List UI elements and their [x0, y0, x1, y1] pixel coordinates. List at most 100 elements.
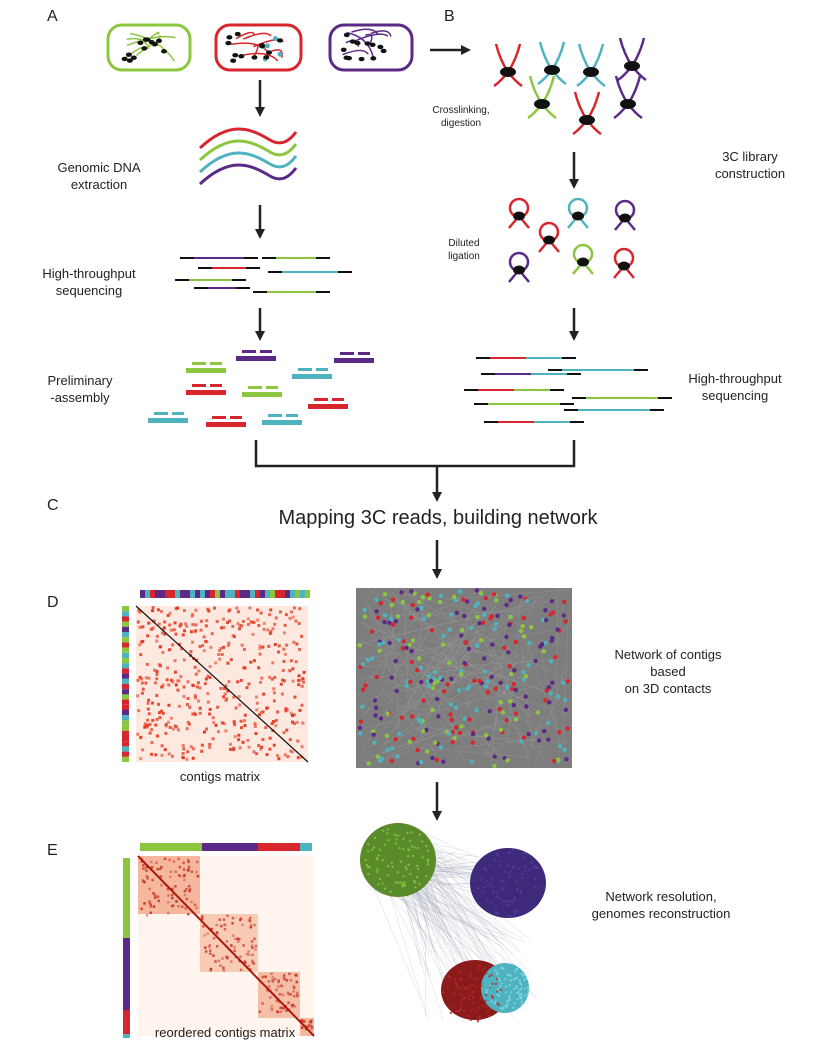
matrix-cell [291, 1003, 295, 1007]
cluster-node [366, 843, 370, 846]
matrix-cell [247, 950, 250, 953]
network-node [546, 685, 551, 690]
matrix-cell [191, 712, 195, 716]
matrix-cell [181, 743, 185, 747]
cluster-node [465, 987, 468, 991]
reordered-top-bar-purple [202, 843, 258, 851]
matrix-cell [147, 621, 151, 625]
network-node [358, 731, 363, 736]
network-node [561, 613, 566, 618]
cluster-node [503, 870, 507, 873]
matrix-cell [152, 905, 156, 908]
color-segment [122, 621, 129, 627]
assembly-bar [262, 420, 302, 425]
network-node [513, 711, 519, 716]
network-node [382, 613, 388, 618]
color-segment [122, 632, 129, 638]
matrix-cell [252, 620, 256, 624]
matrix-cell [187, 912, 190, 916]
crosslink-fragment [576, 43, 606, 88]
panel-label-a: A [47, 8, 58, 25]
assembly-piece [358, 352, 370, 355]
network-node [466, 646, 472, 652]
cluster-node [499, 1007, 503, 1010]
matrix-cell [241, 740, 245, 744]
network-node [420, 728, 426, 734]
matrix-cell [155, 669, 159, 673]
matrix-cell [296, 993, 299, 997]
cluster-node [495, 895, 498, 899]
cell-dna-dot [369, 42, 376, 48]
matrix-cell [253, 923, 256, 927]
network-node [524, 598, 530, 604]
cluster-node [389, 890, 392, 893]
network-node [425, 592, 431, 597]
cluster-node [521, 899, 524, 903]
contigs-matrix-cells [136, 606, 306, 761]
cluster-node [486, 898, 489, 901]
matrix-cell [292, 985, 295, 988]
matrix-cell [155, 717, 159, 721]
cluster-green [360, 823, 436, 897]
matrix-cell [220, 721, 224, 725]
matrix-cell [189, 630, 193, 634]
network-node [400, 599, 406, 605]
matrix-cell [290, 750, 294, 754]
color-segment [235, 590, 240, 598]
cluster-node [376, 858, 379, 861]
matrix-cell [171, 887, 174, 891]
matrix-cell [183, 893, 187, 897]
matrix-cell [285, 728, 289, 732]
cluster-node [508, 900, 512, 903]
matrix-cell [262, 692, 266, 696]
color-segment [300, 590, 305, 598]
cluster-node [375, 870, 379, 874]
assembly-piece [192, 362, 206, 365]
cluster-node [485, 989, 488, 992]
matrix-cell [177, 857, 180, 861]
cluster-node [518, 993, 521, 996]
matrix-cell [222, 626, 226, 630]
matrix-cell [284, 613, 288, 617]
network-node [384, 733, 390, 738]
matrix-cell [295, 720, 299, 724]
matrix-cell [254, 732, 258, 736]
matrix-cell [288, 669, 292, 673]
assembly-piece [298, 368, 312, 371]
cluster-node [511, 866, 514, 870]
matrix-cell [145, 865, 148, 869]
network-node [430, 707, 435, 713]
network-node [495, 613, 500, 619]
network-node [436, 714, 441, 719]
cluster-node [509, 990, 513, 994]
matrix-cell [222, 645, 226, 649]
matrix-cell [168, 858, 171, 862]
color-segment [122, 725, 129, 731]
matrix-cell [160, 685, 164, 689]
matrix-cell [151, 718, 155, 722]
cluster-node [377, 854, 380, 857]
cluster-node [460, 993, 463, 996]
matrix-cell [268, 985, 271, 988]
matrix-cell [206, 692, 210, 696]
matrix-cell [228, 747, 232, 751]
cluster-node [394, 842, 397, 845]
matrix-cell [161, 683, 165, 687]
matrix-cell [243, 724, 247, 728]
network-node [389, 602, 394, 608]
cluster-node [481, 890, 484, 894]
cell-dna-dot [137, 40, 144, 46]
cluster-node [515, 986, 519, 990]
network-node [475, 614, 480, 620]
matrix-cell [168, 725, 172, 729]
cluster-node [471, 991, 474, 994]
matrix-cell [198, 645, 202, 649]
crosslink-protein [500, 67, 516, 77]
network-edge [437, 733, 568, 744]
matrix-cell [300, 1020, 303, 1023]
cluster-node [402, 837, 405, 841]
matrix-cell [141, 639, 145, 643]
reordered-left-bar-purple [123, 938, 130, 1010]
color-segment [122, 746, 129, 752]
cluster-node [386, 828, 390, 831]
